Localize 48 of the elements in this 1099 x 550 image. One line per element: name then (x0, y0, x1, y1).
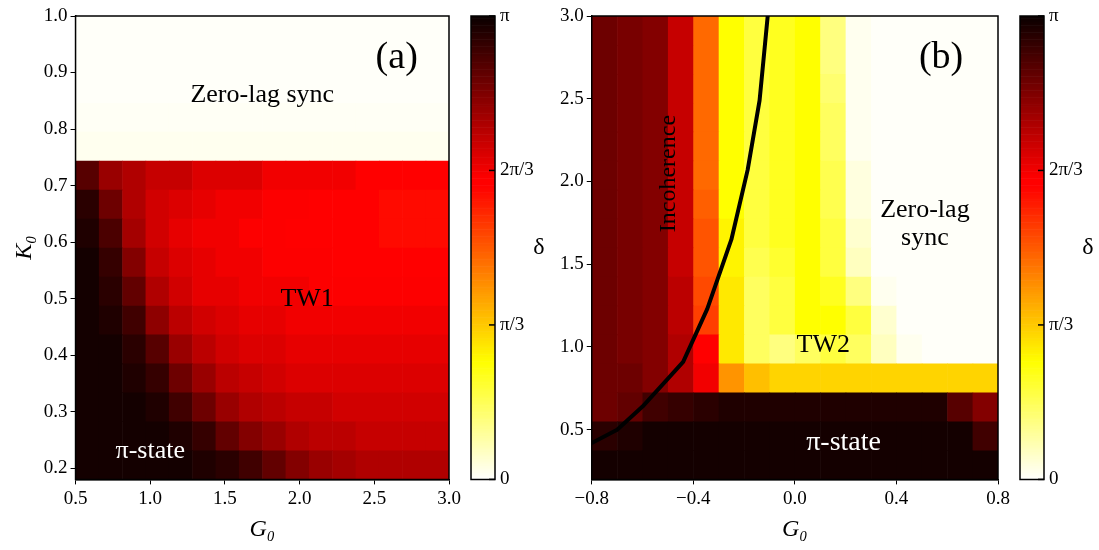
x-tick-label: 0.8 (986, 486, 1010, 508)
x-axis-title: G₀ (782, 514, 808, 541)
y-tick-label: 2.5 (560, 86, 584, 108)
y-tick-label: 0.2 (43, 456, 68, 478)
annotation: TW2 (796, 328, 851, 358)
y-tick-label: 0.9 (43, 60, 68, 82)
color-bar-label: 2π/3 (1049, 158, 1083, 180)
color-bar-label: 0 (1049, 467, 1059, 489)
annotation: TW1 (280, 282, 334, 312)
annotation: Zero-lag sync (880, 194, 970, 252)
color-bar-label: 0 (500, 467, 510, 489)
y-tick-label: 3.0 (560, 3, 584, 25)
y-tick-label: 0.8 (43, 117, 68, 139)
x-tick-label: −0.4 (676, 486, 712, 508)
color-bar-label: 2π/3 (500, 158, 534, 180)
x-tick-label: 2.0 (287, 486, 312, 508)
x-tick-label: 0.0 (783, 486, 807, 508)
x-tick-label: 0.4 (884, 486, 909, 508)
y-tick-label: 0.3 (43, 399, 68, 421)
color-bar-label: π (1049, 3, 1059, 25)
annotation: π-state (115, 435, 185, 465)
annotation: π-state (806, 424, 882, 456)
x-axis-title: G₀ (249, 514, 276, 541)
y-tick-label: 2.0 (560, 169, 584, 191)
y-tick-label: 0.6 (43, 230, 68, 252)
x-tick-label: −0.8 (574, 486, 609, 508)
color-bar-label: π (500, 3, 510, 25)
annotation: (a) (375, 33, 418, 77)
y-tick-label: 0.5 (560, 417, 584, 439)
color-bar-title: δ (1082, 233, 1094, 259)
y-axis-title: K₀ (9, 235, 36, 261)
annotation: Zero-lag sync (190, 78, 335, 108)
x-tick-label: 1.0 (138, 486, 163, 508)
x-tick-label: 1.5 (213, 486, 237, 508)
y-tick-label: 0.5 (43, 286, 68, 308)
x-tick-label: 2.5 (362, 486, 387, 508)
annotation: (b) (918, 33, 964, 77)
annotation: Incoherence (654, 114, 681, 233)
color-bar-title: δ (533, 233, 545, 259)
y-tick-label: 1.5 (560, 252, 584, 274)
x-tick-label: 3.0 (437, 486, 461, 508)
y-tick-label: 1.0 (43, 3, 68, 25)
color-bar-label: π/3 (1049, 312, 1074, 334)
y-tick-label: 0.4 (43, 343, 69, 365)
color-bar-label: π/3 (500, 312, 525, 334)
x-tick-label: 0.5 (63, 486, 88, 508)
y-tick-label: 1.0 (560, 334, 584, 356)
y-tick-label: 0.7 (43, 173, 68, 195)
